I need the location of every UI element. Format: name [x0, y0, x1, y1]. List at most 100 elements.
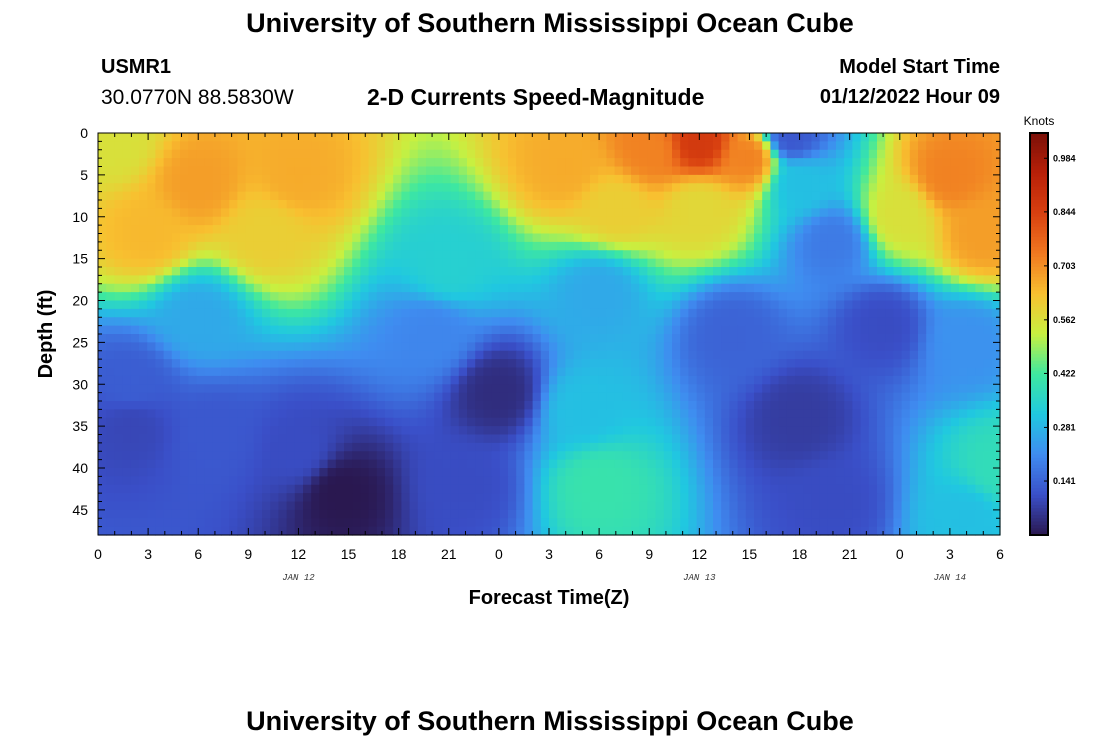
heatmap-cell	[180, 476, 189, 486]
heatmap-cell	[754, 208, 763, 218]
heatmap-cell	[368, 208, 378, 218]
heatmap-cell	[139, 509, 148, 519]
heatmap-cell	[163, 384, 173, 394]
heatmap-cell	[786, 283, 796, 293]
heatmap-cell	[959, 292, 968, 302]
heatmap-cell	[311, 501, 320, 511]
heatmap-cell	[434, 509, 443, 519]
heatmap-cell	[508, 451, 517, 461]
heatmap-cell	[745, 133, 755, 142]
heatmap-cell	[836, 292, 845, 302]
heatmap-cell	[860, 409, 870, 419]
heatmap-cell	[860, 334, 870, 343]
heatmap-cell	[983, 133, 993, 142]
heatmap-cell	[335, 459, 345, 469]
heatmap-cell	[778, 241, 788, 251]
heatmap-cell	[130, 509, 140, 519]
heatmap-cell	[885, 434, 894, 444]
heatmap-cell	[836, 392, 845, 402]
heatmap-cell	[442, 158, 452, 168]
heatmap-cell	[975, 325, 985, 335]
heatmap-cell	[893, 200, 903, 209]
heatmap-cell	[631, 283, 640, 293]
heatmap-cell	[163, 392, 173, 402]
heatmap-cell	[729, 434, 739, 444]
heatmap-cell	[122, 191, 132, 201]
heatmap-cell	[139, 133, 148, 142]
heatmap-cell	[696, 133, 706, 142]
heatmap-cell	[327, 208, 337, 218]
heatmap-cell	[836, 133, 845, 142]
heatmap-cell	[458, 208, 468, 218]
heatmap-cell	[950, 174, 960, 184]
heatmap-cell	[368, 200, 378, 209]
heatmap-cell	[622, 308, 632, 318]
heatmap-cell	[393, 468, 402, 477]
heatmap-cell	[196, 283, 206, 293]
heatmap-cell	[614, 183, 624, 193]
heatmap-cell	[991, 350, 1001, 360]
heatmap-cell	[106, 409, 115, 419]
heatmap-cell	[786, 384, 796, 394]
heatmap-cell	[499, 493, 509, 503]
heatmap-cell	[344, 409, 353, 419]
heatmap-cell	[713, 334, 722, 343]
heatmap-cell	[499, 166, 509, 176]
heatmap-cell	[270, 442, 279, 452]
heatmap-cell	[639, 233, 648, 243]
heatmap-cell	[909, 426, 919, 436]
heatmap-cell	[229, 384, 238, 394]
heatmap-cell	[860, 250, 870, 260]
heatmap-cell	[499, 191, 509, 201]
heatmap-cell	[98, 509, 107, 519]
heatmap-cell	[212, 375, 222, 385]
heatmap-cell	[893, 275, 903, 285]
heatmap-cell	[721, 392, 730, 402]
heatmap-cell	[303, 200, 312, 209]
heatmap-cell	[557, 392, 566, 402]
heatmap-cell	[672, 216, 681, 226]
heatmap-cell	[762, 476, 771, 486]
heatmap-cell	[827, 409, 837, 419]
heatmap-cell	[196, 484, 206, 494]
heatmap-cell	[147, 409, 156, 419]
heatmap-cell	[549, 292, 558, 302]
heatmap-cell	[229, 417, 238, 427]
heatmap-cell	[704, 459, 714, 469]
heatmap-cell	[319, 417, 329, 427]
heatmap-cell	[540, 149, 550, 159]
heatmap-cell	[393, 392, 402, 402]
heatmap-cell	[196, 350, 206, 360]
heatmap-cell	[442, 317, 452, 327]
heatmap-cell	[926, 417, 935, 427]
heatmap-cell	[786, 308, 796, 318]
heatmap-cell	[663, 158, 673, 168]
heatmap-cell	[565, 308, 575, 318]
heatmap-cell	[262, 493, 271, 503]
heatmap-cell	[844, 401, 853, 410]
heatmap-cell	[786, 133, 796, 142]
heatmap-cell	[803, 216, 812, 226]
heatmap-cell	[106, 292, 115, 302]
heatmap-cell	[655, 233, 665, 243]
heatmap-cell	[803, 317, 812, 327]
heatmap-cell	[991, 359, 1001, 369]
heatmap-cell	[647, 401, 657, 410]
heatmap-cell	[327, 166, 337, 176]
heatmap-cell	[672, 158, 681, 168]
heatmap-cell	[672, 367, 681, 377]
heatmap-cell	[737, 283, 747, 293]
heatmap-cell	[754, 375, 763, 385]
heatmap-cell	[212, 191, 222, 201]
heatmap-cell	[836, 208, 845, 218]
heatmap-cell	[672, 208, 681, 218]
heatmap-cell	[647, 191, 657, 201]
heatmap-cell	[778, 325, 788, 335]
heatmap-cell	[491, 442, 501, 452]
heatmap-cell	[434, 451, 443, 461]
heatmap-cell	[303, 233, 312, 243]
heatmap-cell	[770, 442, 780, 452]
heatmap-cell	[795, 409, 804, 419]
heatmap-cell	[967, 401, 976, 410]
heatmap-cell	[672, 292, 681, 302]
